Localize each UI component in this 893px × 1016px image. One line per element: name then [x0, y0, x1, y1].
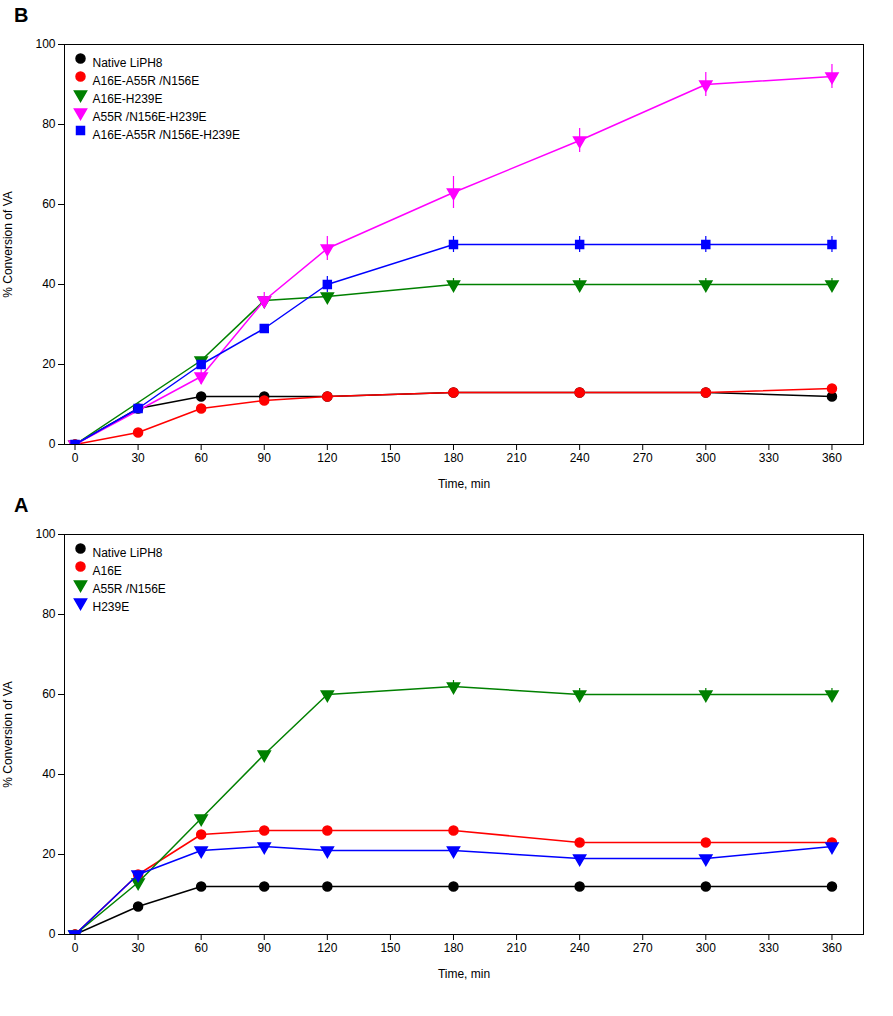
svg-text:150: 150 [380, 451, 400, 465]
svg-text:180: 180 [443, 451, 463, 465]
svg-text:90: 90 [258, 941, 272, 955]
svg-text:180: 180 [443, 941, 463, 955]
svg-text:Time, min: Time, min [438, 967, 490, 981]
svg-text:A16E: A16E [93, 564, 122, 578]
svg-text:H239E: H239E [93, 600, 130, 614]
svg-text:20: 20 [42, 847, 56, 861]
svg-text:30: 30 [131, 451, 145, 465]
svg-text:270: 270 [633, 451, 653, 465]
svg-text:60: 60 [42, 687, 56, 701]
svg-text:0: 0 [49, 437, 56, 451]
svg-text:100: 100 [35, 527, 55, 541]
svg-text:% Conversion of VA: % Conversion of VA [1, 681, 15, 788]
svg-text:210: 210 [507, 451, 527, 465]
svg-text:80: 80 [42, 117, 56, 131]
svg-text:100: 100 [35, 37, 55, 51]
svg-text:150: 150 [380, 941, 400, 955]
svg-text:A55R /N156E-H239E: A55R /N156E-H239E [93, 110, 207, 124]
svg-text:360: 360 [822, 941, 842, 955]
svg-text:40: 40 [42, 277, 56, 291]
svg-text:0: 0 [49, 927, 56, 941]
svg-text:% Conversion of VA: % Conversion of VA [1, 191, 15, 298]
html-text:A: A [14, 494, 29, 516]
svg-text:300: 300 [696, 451, 716, 465]
svg-text:Native LiPH8: Native LiPH8 [93, 56, 163, 70]
svg-text:A55R /N156E: A55R /N156E [93, 582, 166, 596]
svg-text:240: 240 [570, 451, 590, 465]
html-text:B: B [14, 4, 29, 26]
svg-text:90: 90 [258, 451, 272, 465]
svg-text:60: 60 [42, 197, 56, 211]
svg-text:120: 120 [317, 451, 337, 465]
svg-text:210: 210 [507, 941, 527, 955]
svg-text:300: 300 [696, 941, 716, 955]
svg-text:330: 330 [759, 451, 779, 465]
svg-text:270: 270 [633, 941, 653, 955]
svg-text:Native LiPH8: Native LiPH8 [93, 546, 163, 560]
svg-text:60: 60 [194, 941, 208, 955]
svg-text:120: 120 [317, 941, 337, 955]
svg-text:30: 30 [131, 941, 145, 955]
svg-text:A16E-A55R /N156E-H239E: A16E-A55R /N156E-H239E [93, 128, 240, 142]
svg-text:360: 360 [822, 451, 842, 465]
svg-text:40: 40 [42, 767, 56, 781]
svg-text:330: 330 [759, 941, 779, 955]
svg-text:0: 0 [72, 941, 79, 955]
svg-text:60: 60 [194, 451, 208, 465]
svg-text:20: 20 [42, 357, 56, 371]
svg-text:A16E-H239E: A16E-H239E [93, 92, 163, 106]
svg-text:80: 80 [42, 607, 56, 621]
svg-text:Time, min: Time, min [438, 477, 490, 491]
svg-text:A16E-A55R /N156E: A16E-A55R /N156E [93, 74, 200, 88]
svg-text:0: 0 [72, 451, 79, 465]
svg-text:240: 240 [570, 941, 590, 955]
